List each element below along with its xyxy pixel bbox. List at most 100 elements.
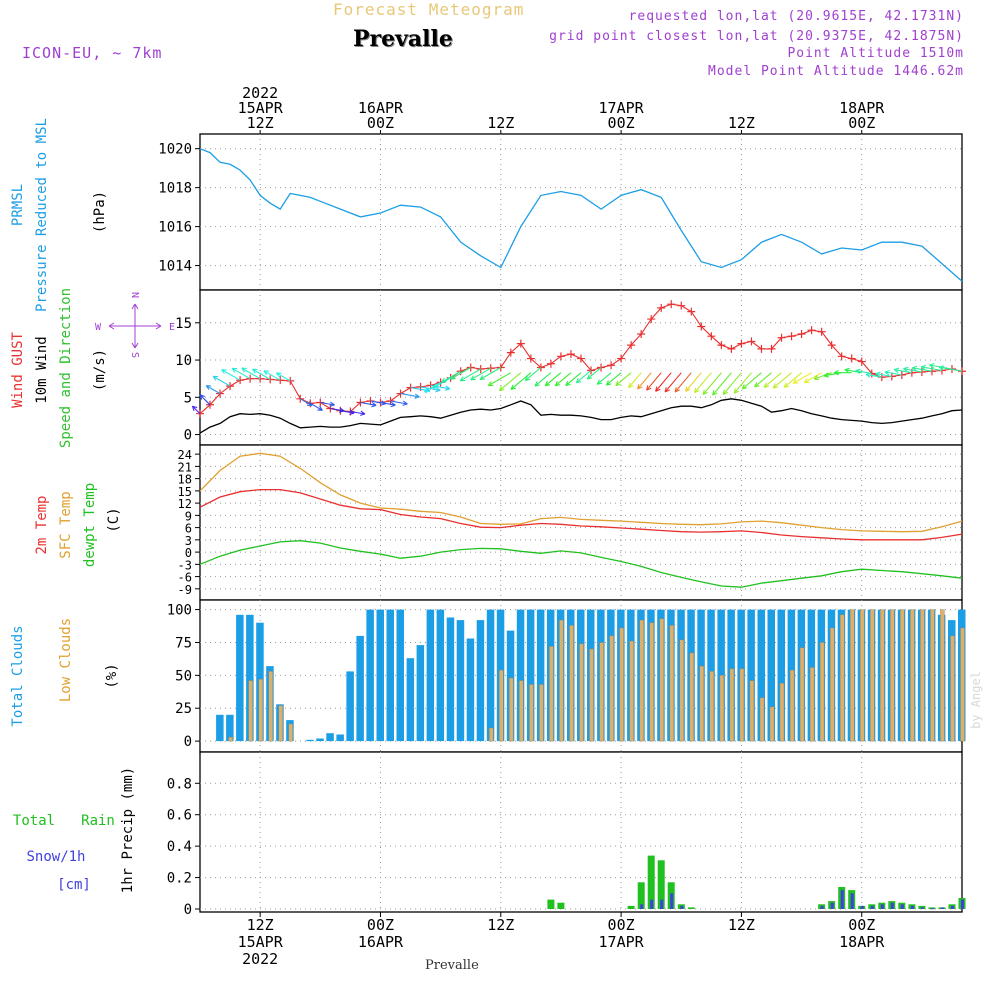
top-time-label: 00Z — [367, 114, 394, 132]
gust-marker — [296, 394, 305, 403]
low-cloud-bar — [900, 609, 905, 742]
wind-direction-arrow — [637, 372, 652, 390]
gust-marker — [677, 301, 686, 310]
wind-direction-arrow — [275, 372, 291, 382]
label-wind-gust: Wind GUST — [10, 332, 26, 408]
total-cloud-bar — [356, 635, 364, 742]
wind-direction-arrow — [423, 381, 441, 393]
snow-bar — [640, 904, 644, 909]
total-cloud-bar — [366, 609, 374, 742]
top-time-label: 18APR — [839, 99, 885, 117]
total-cloud-bar — [476, 620, 485, 742]
label-cm: [cm] — [57, 877, 91, 893]
compass-w: W — [95, 322, 102, 333]
low-cloud-bar — [268, 671, 273, 742]
label-pressure-msl: Pressure Reduced to MSL — [34, 118, 50, 312]
snow-bar — [840, 890, 844, 909]
wind-direction-arrow — [911, 365, 932, 372]
label-sfc-temp: SFC Temp — [58, 491, 74, 558]
wind-direction-arrow — [221, 369, 241, 381]
low-cloud-bar — [779, 683, 785, 742]
label-dewpt-temp: dewpt Temp — [82, 483, 98, 567]
total-cloud-bar — [747, 609, 755, 742]
low-cloud-bar — [910, 609, 915, 742]
snow-bar — [670, 893, 674, 909]
wind-direction-arrow — [903, 366, 922, 373]
y-tick-label: 3 — [185, 534, 192, 548]
snow-bar — [650, 899, 654, 909]
top-time-label: 17APR — [599, 99, 645, 117]
y-tick-label: 21 — [178, 460, 192, 474]
dewpoint-line — [199, 540, 963, 588]
top-time-label: 16APR — [358, 99, 404, 117]
low-cloud-bar — [228, 737, 233, 742]
y-tick-label: 0.8 — [167, 776, 192, 792]
wind-direction-arrow — [712, 372, 732, 396]
wind-direction-arrow — [596, 372, 612, 385]
snow-bar — [830, 902, 834, 909]
y-tick-label: 15 — [175, 316, 192, 332]
low-cloud-bar — [639, 619, 644, 742]
compass-arrowheads — [108, 303, 162, 349]
wind-direction-arrow — [741, 372, 762, 390]
model-altitude: Model Point Altitude 1446.62m — [708, 64, 964, 79]
rain-bar — [547, 899, 555, 909]
compass-n: N — [129, 292, 140, 298]
low-cloud-bar — [659, 618, 664, 742]
total-cloud-bar — [777, 609, 785, 742]
total-cloud-bar — [426, 609, 435, 742]
low-cloud-bar — [559, 619, 564, 742]
wind-direction-arrow — [722, 372, 742, 396]
panel-frame-wind — [199, 289, 963, 446]
wind-direction-arrow — [813, 372, 832, 381]
super-title: Forecast Meteogram — [333, 0, 525, 19]
wind-direction-arrow — [844, 367, 862, 374]
wind-direction-arrow — [510, 372, 532, 390]
low-cloud-bar — [940, 609, 945, 742]
wind-direction-arrow — [534, 372, 552, 387]
low-cloud-bar — [649, 622, 654, 742]
low-cloud-bar — [890, 609, 895, 742]
wind-direction-arrow — [205, 385, 221, 395]
low-cloud-bar — [819, 642, 825, 742]
bottom-time-label: 12Z — [728, 916, 755, 934]
low-cloud-bar — [579, 643, 584, 742]
gust-marker — [607, 361, 616, 370]
low-cloud-bar — [589, 648, 594, 742]
low-cloud-bar — [489, 727, 494, 742]
snow-bar — [940, 907, 944, 909]
bottom-time-label: 18APR — [839, 933, 885, 951]
low-cloud-bar — [709, 671, 714, 742]
wind-direction-arrow — [628, 372, 642, 389]
low-cloud-bar — [509, 677, 514, 742]
wind-direction-arrow — [212, 375, 231, 387]
snow-bar — [951, 905, 954, 909]
low-cloud-bar — [950, 635, 955, 742]
label-celsius: (C) — [106, 507, 122, 532]
gust-marker — [546, 359, 555, 368]
gust-marker — [587, 366, 596, 375]
low-cloud-bar — [689, 652, 694, 742]
low-cloud-bar — [539, 684, 544, 742]
y-tick-label: 0 — [184, 734, 192, 750]
rain-bar — [687, 907, 695, 909]
compass-s: S — [129, 352, 140, 358]
top-time-label: 00Z — [608, 114, 635, 132]
low-cloud-bar — [679, 639, 684, 742]
rain-bar — [627, 905, 635, 909]
gust-marker — [707, 332, 716, 341]
gust-marker — [837, 352, 846, 361]
wind-direction-arrow — [772, 372, 792, 389]
temp-2m-line — [199, 488, 963, 541]
low-cloud-bar — [569, 625, 574, 742]
grid-point-coordinates: grid point closest lon,lat (20.9375E, 42… — [549, 29, 964, 44]
wind-direction-arrow — [191, 405, 201, 415]
snow-bar — [890, 902, 894, 909]
y-tick-label: 6 — [185, 522, 192, 536]
footer-station: Prevalle — [425, 958, 479, 973]
wind-direction-arrow — [441, 370, 461, 383]
wind-direction-arrow — [792, 372, 812, 384]
rain-bar — [637, 882, 645, 909]
low-cloud-bar — [278, 705, 283, 742]
wind-direction-arrow — [470, 367, 492, 381]
